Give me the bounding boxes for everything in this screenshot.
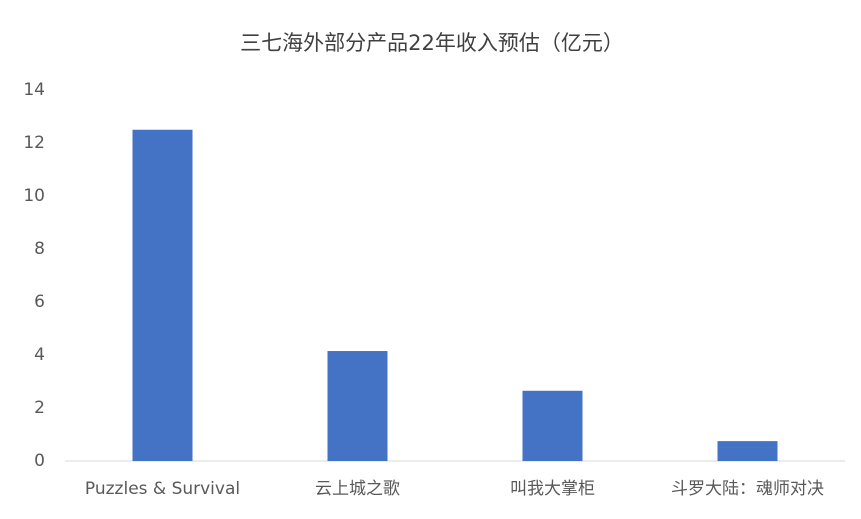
bar: [717, 441, 778, 461]
y-tick-label: 6: [34, 292, 45, 312]
y-tick-label: 4: [34, 345, 45, 365]
y-tick-label: 0: [34, 451, 45, 471]
y-tick-label: 12: [23, 133, 45, 153]
y-tick-label: 10: [23, 186, 45, 206]
bar: [327, 351, 388, 461]
x-tick-label: Puzzles & Survival: [85, 479, 240, 499]
x-tick-label: 叫我大掌柜: [510, 479, 595, 499]
bar: [132, 129, 193, 461]
y-tick-label: 2: [34, 398, 45, 418]
chart-title: 三七海外部分产品22年收入预估（亿元）: [240, 31, 624, 55]
x-tick-label: 云上城之歌: [315, 479, 400, 499]
y-tick-label: 8: [34, 239, 45, 259]
x-tick-label: 斗罗大陆：魂师对决: [671, 479, 824, 499]
y-tick-label: 14: [23, 80, 45, 100]
bar: [522, 390, 583, 461]
